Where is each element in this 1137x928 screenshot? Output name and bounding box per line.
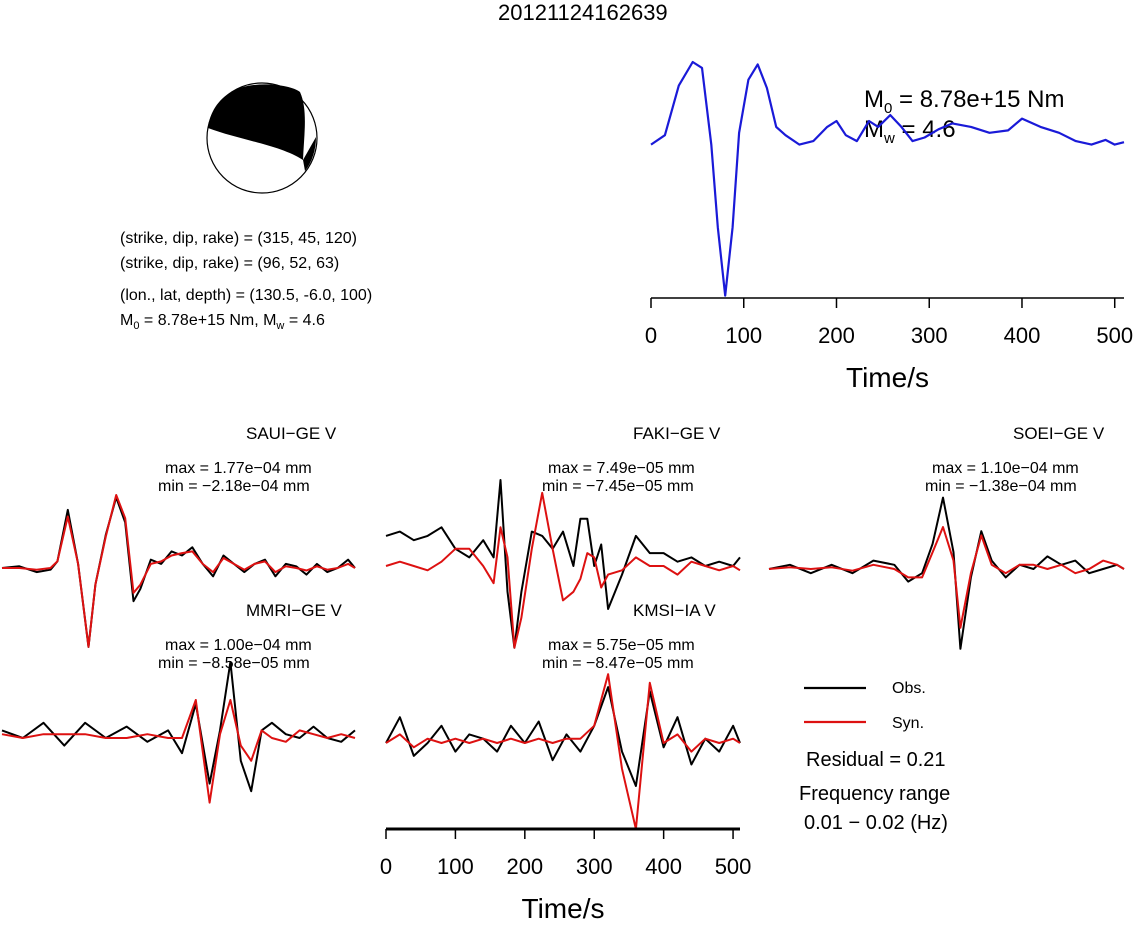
syn-trace-kmsiia	[385, 673, 741, 830]
mechanism-moment: M0 = 8.78e+15 Nm, Mw = 4.6	[120, 312, 325, 333]
mw-subscript-2: w	[884, 129, 895, 147]
mechanism-plane-1: (strike, dip, rake) = (315, 45, 120)	[120, 230, 357, 247]
bottom-tick-label-3: 300	[576, 854, 613, 879]
m0-subscript: 0	[133, 320, 140, 333]
max-label-mmrige: max = 1.00e−04 mm	[165, 637, 312, 654]
mechanism-location: (lon., lat, depth) = (130.5, -6.0, 100)	[120, 287, 373, 304]
beachball-compressional-quadrant-1	[208, 84, 305, 160]
syn-trace-sauige	[2, 494, 356, 648]
station-label-soeige: SOEI−GE V	[1013, 424, 1105, 443]
m-symbol-2: M	[263, 312, 277, 329]
syn-trace-mmrige	[1, 699, 356, 804]
bottom-tick-label-0: 0	[380, 854, 392, 879]
stf-tick-label-5: 500	[1096, 323, 1133, 348]
min-label-kmsiia: min = −8.47e−05 mm	[542, 655, 694, 672]
stf-tick-label-3: 300	[911, 323, 948, 348]
stf-tick-label-4: 400	[1004, 323, 1041, 348]
m0-value: 8.78e+15 Nm	[157, 312, 255, 329]
frequency-range-value: 0.01 − 0.02 (Hz)	[804, 812, 948, 834]
mw-subscript: w	[276, 320, 285, 333]
min-label-mmrige: min = −8.58e−05 mm	[158, 655, 310, 672]
obs-trace-fakige	[385, 479, 741, 649]
moment-m0-label: M0 = 8.78e+15 Nm	[864, 86, 1065, 117]
min-label-soeige: min = −1.38e−04 mm	[925, 478, 1077, 495]
stf-trace	[650, 60, 1125, 297]
max-label-fakige: max = 7.49e−05 mm	[548, 460, 695, 477]
station-label-sauige: SAUI−GE V	[246, 424, 337, 443]
min-label-fakige: min = −7.45e−05 mm	[542, 478, 694, 495]
station-label-mmrige: MMRI−GE V	[246, 601, 342, 620]
m0-subscript-2: 0	[884, 99, 893, 117]
stf-x-axis-label: Time/s	[846, 362, 929, 393]
max-label-kmsiia: max = 5.75e−05 mm	[548, 637, 695, 654]
obs-trace-kmsiia	[385, 686, 741, 787]
syn-trace-fakige	[385, 491, 741, 649]
figure-title: 20121124162639	[498, 0, 668, 25]
max-label-soeige: max = 1.10e−04 mm	[932, 460, 1079, 477]
bottom-tick-label-2: 200	[506, 854, 543, 879]
stf-tick-label-0: 0	[645, 323, 657, 348]
m-symbol: M	[120, 312, 134, 329]
obs-trace-mmrige	[1, 661, 356, 793]
beachball-compressional-quadrant-2	[303, 137, 316, 171]
max-label-sauige: max = 1.77e−04 mm	[165, 460, 312, 477]
stf-tick-label-1: 100	[725, 323, 762, 348]
bottom-tick-label-1: 100	[437, 854, 474, 879]
legend-syn-label: Syn.	[892, 715, 925, 732]
mechanism-plane-2: (strike, dip, rake) = (96, 52, 63)	[120, 255, 340, 272]
obs-trace-sauige	[1, 496, 356, 648]
bottom-x-axis-label: Time/s	[522, 893, 605, 924]
legend-obs-label: Obs.	[892, 680, 926, 697]
min-label-sauige: min = −2.18e−04 mm	[158, 478, 310, 495]
frequency-range-label: Frequency range	[799, 783, 951, 805]
bottom-tick-label-4: 400	[645, 854, 682, 879]
moment-m0-value: 8.78e+15 Nm	[919, 86, 1065, 113]
residual-label: Residual = 0.21	[806, 749, 946, 771]
station-label-fakige: FAKI−GE V	[633, 424, 721, 443]
m-symbol-4: M	[864, 116, 884, 143]
station-label-kmsiia: KMSI−IA V	[633, 601, 716, 620]
stf-tick-label-2: 200	[818, 323, 855, 348]
mw-value: 4.6	[302, 312, 325, 329]
bottom-tick-label-5: 500	[715, 854, 752, 879]
syn-trace-soeige	[768, 526, 1125, 629]
m-symbol-3: M	[864, 86, 884, 113]
obs-trace-soeige	[768, 496, 1125, 650]
